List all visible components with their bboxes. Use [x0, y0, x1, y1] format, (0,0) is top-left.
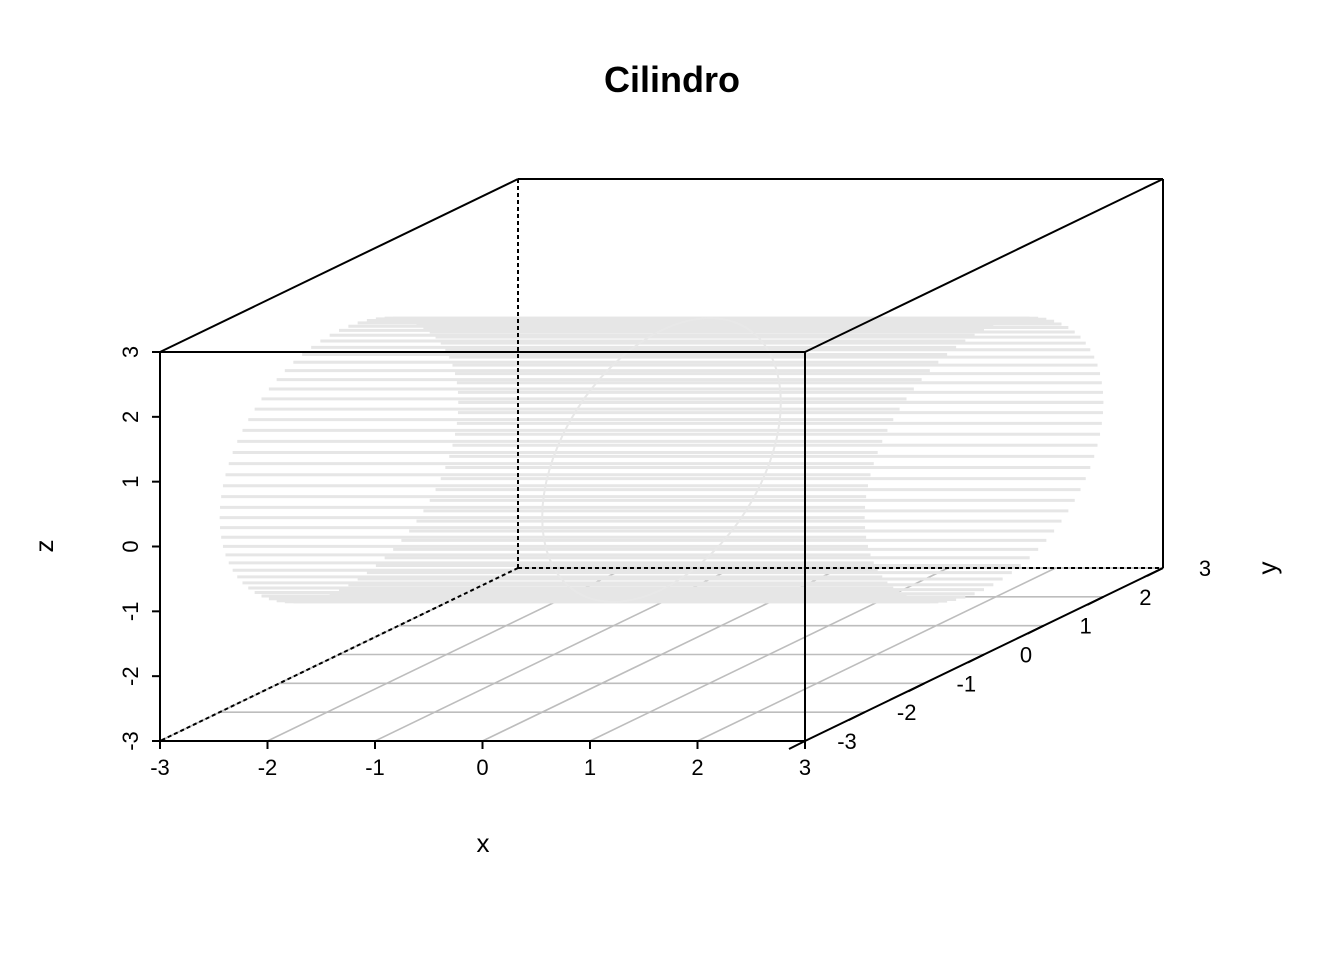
y-tick-label: 1	[1080, 614, 1092, 639]
x-tick-label: 2	[691, 755, 703, 780]
y-tick	[907, 682, 925, 693]
x-tick-label: 0	[476, 755, 488, 780]
x-tick-label: -3	[150, 755, 170, 780]
y-tick	[967, 653, 985, 664]
x-tick-label: -1	[365, 755, 385, 780]
z-axis-label: z	[29, 540, 59, 553]
y-tick-label: -1	[957, 671, 977, 696]
z-tick-label: -2	[118, 666, 143, 686]
x-tick-label: -2	[258, 755, 278, 780]
y-tick	[1027, 624, 1045, 635]
z-tick-label: 3	[118, 346, 143, 358]
chart-title: Cilindro	[604, 59, 740, 100]
cylinder-surface	[219, 316, 1104, 604]
y-tick-label: 2	[1139, 585, 1151, 610]
cylinder-ring	[541, 317, 782, 603]
bounding-box	[159, 178, 1164, 742]
z-tick-label: 2	[118, 411, 143, 423]
y-tick-label: -3	[837, 729, 857, 754]
box-edge	[804, 178, 1164, 353]
z-tick-label: -1	[118, 602, 143, 622]
y-tick	[788, 740, 806, 750]
y-tick	[1086, 595, 1104, 606]
box-edge	[159, 178, 519, 353]
x-tick-label: 3	[799, 755, 811, 780]
x-axis-label: x	[477, 828, 490, 858]
x-tick-label: 1	[584, 755, 596, 780]
y-tick-label: -2	[897, 700, 917, 725]
y-tick-label: 3	[1199, 556, 1211, 581]
y-tick	[1146, 567, 1164, 577]
z-tick-label: 1	[118, 476, 143, 488]
box-hidden-edge	[159, 567, 519, 742]
z-tick-label: -3	[118, 731, 143, 751]
y-tick	[848, 711, 866, 722]
y-axis-label: y	[1252, 562, 1282, 575]
z-tick-label: 0	[118, 540, 143, 552]
axis-ticks: -3 -2 -1 0 1 2 3 -3 -2 -1 0 1 2 3 -3 -2 -1 0 1 2 3	[118, 346, 1211, 780]
y-tick-label: 0	[1020, 643, 1032, 668]
